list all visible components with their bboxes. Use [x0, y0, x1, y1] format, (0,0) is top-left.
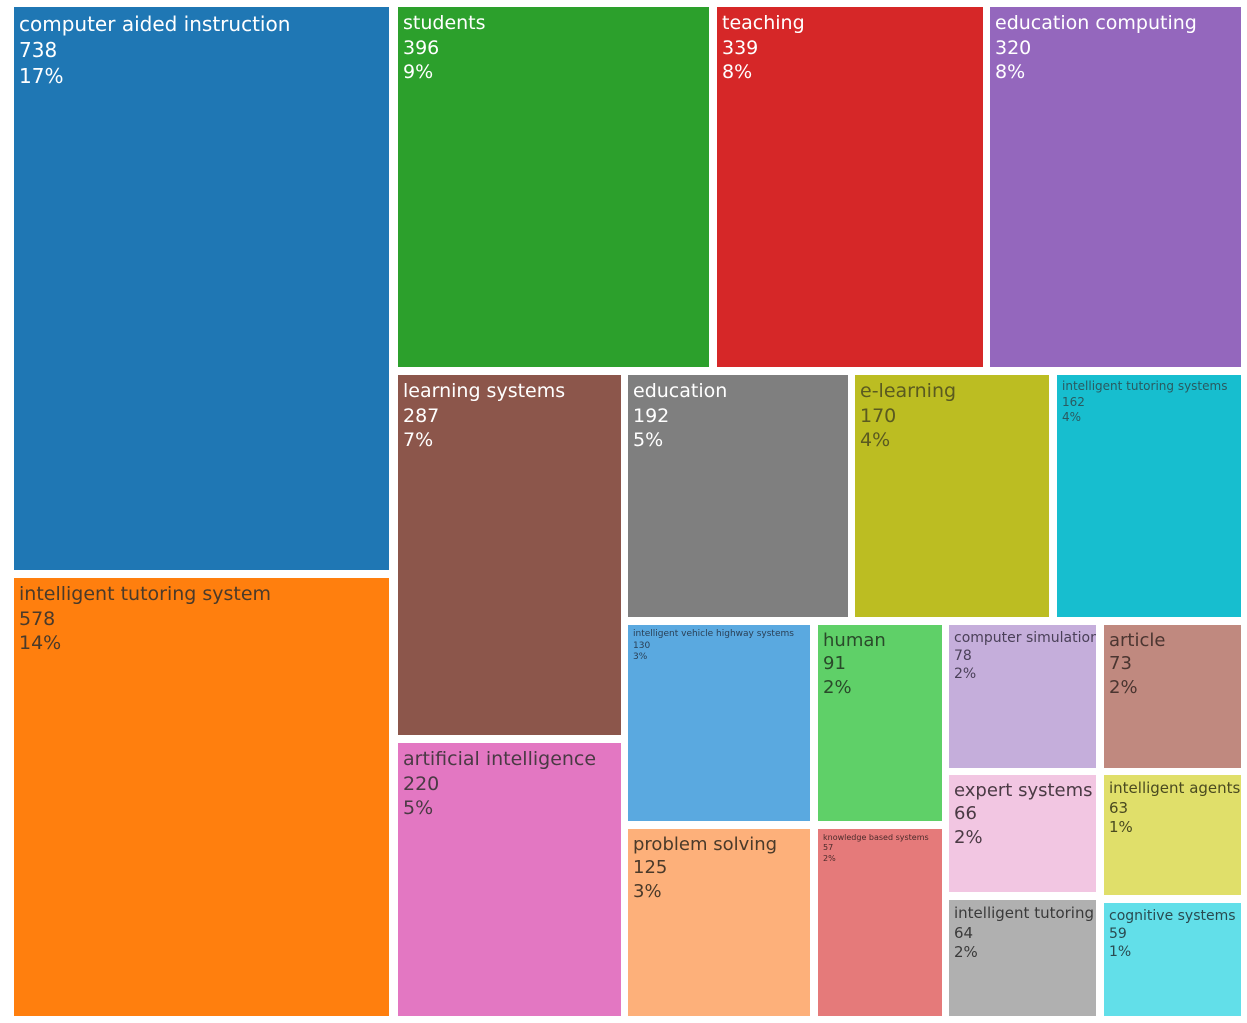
tile-percent: 1%: [1109, 944, 1132, 961]
tile-value: 66: [954, 803, 977, 825]
tile-value: 91: [823, 653, 846, 675]
tile-label: computer simulation: [954, 630, 1096, 646]
tile-percent: 2%: [1109, 676, 1138, 698]
tile-value: 320: [995, 36, 1032, 59]
treemap-tile[interactable]: computer aided instruction 738 17%: [14, 7, 389, 570]
tile-label: teaching: [722, 12, 805, 34]
tile-percent: 8%: [995, 61, 1026, 84]
tile-percent: 2%: [823, 676, 852, 698]
tile-percent: 2%: [954, 943, 978, 961]
tile-value: 78: [954, 648, 972, 665]
tile-label: computer aided instruction: [19, 12, 291, 36]
tile-value: 170: [860, 404, 897, 427]
tile-label: students: [403, 12, 486, 34]
tile-value: 130: [633, 640, 651, 651]
tile-label: learning systems: [403, 380, 566, 402]
tile-label: intelligent tutoring systems: [1062, 379, 1228, 393]
treemap-tile[interactable]: intelligent agents 63 1%: [1104, 775, 1241, 895]
treemap-tile[interactable]: learning systems 287 7%: [398, 375, 621, 735]
tile-percent: 9%: [403, 61, 434, 84]
tile-value: 64: [954, 923, 974, 942]
tile-percent: 14%: [19, 632, 62, 655]
tile-value: 162: [1062, 394, 1085, 409]
treemap-tile[interactable]: intelligent vehicle highway systems 130 3%: [628, 625, 810, 821]
treemap-tile[interactable]: students 396 9%: [398, 7, 709, 367]
tile-label: intelligent agents: [1109, 779, 1241, 797]
tile-percent: 2%: [954, 666, 977, 683]
tile-percent: 17%: [19, 64, 64, 88]
treemap-tile[interactable]: computer simulation 78 2%: [949, 625, 1096, 768]
tile-label: education: [633, 380, 728, 402]
treemap-tile[interactable]: artificial intelligence 220 5%: [398, 743, 621, 1016]
treemap-tile[interactable]: knowledge based systems 57 2%: [818, 829, 942, 1016]
tile-label: cognitive systems: [1109, 908, 1236, 924]
tile-value: 57: [823, 843, 834, 853]
tile-percent: 5%: [403, 797, 434, 820]
tile-percent: 5%: [633, 429, 664, 452]
tile-percent: 4%: [1062, 410, 1082, 425]
tile-label: intelligent tutoring system: [19, 583, 272, 605]
tile-percent: 4%: [860, 429, 891, 452]
treemap-tile[interactable]: e-learning 170 4%: [855, 375, 1049, 617]
tile-label: artificial intelligence: [403, 748, 597, 770]
tile-percent: 8%: [722, 61, 753, 84]
tile-label: knowledge based systems: [823, 833, 929, 842]
tile-percent: 7%: [403, 429, 434, 452]
treemap-tile[interactable]: cognitive systems 59 1%: [1104, 903, 1241, 1016]
tile-value: 738: [19, 38, 58, 62]
tile-percent: 3%: [633, 880, 662, 902]
treemap-tile[interactable]: education 192 5%: [628, 375, 848, 617]
tile-value: 578: [19, 607, 56, 630]
tile-label: article: [1109, 630, 1166, 651]
tile-value: 396: [403, 36, 440, 59]
tile-label: expert systems: [954, 780, 1093, 801]
tile-value: 192: [633, 404, 670, 427]
tile-value: 125: [633, 857, 668, 879]
treemap-tile[interactable]: intelligent tutoring system 578 14%: [14, 578, 389, 1016]
tile-value: 63: [1109, 798, 1129, 817]
tile-value: 73: [1109, 653, 1132, 675]
tile-label: e-learning: [860, 380, 957, 402]
treemap-tile[interactable]: intelligent tutoring 64 2%: [949, 900, 1096, 1016]
tile-value: 59: [1109, 926, 1127, 943]
tile-percent: 1%: [1109, 818, 1133, 836]
treemap-tile[interactable]: article 73 2%: [1104, 625, 1241, 768]
tile-label: education computing: [995, 12, 1197, 34]
treemap-tile[interactable]: expert systems 66 2%: [949, 775, 1096, 892]
tile-percent: 3%: [633, 652, 648, 663]
treemap-tile[interactable]: intelligent tutoring systems 162 4%: [1057, 375, 1241, 617]
treemap-tile[interactable]: human 91 2%: [818, 625, 942, 821]
tile-percent: 2%: [954, 826, 983, 848]
tile-label: human: [823, 630, 886, 651]
tile-value: 220: [403, 772, 440, 795]
tile-label: problem solving: [633, 834, 778, 855]
tile-value: 287: [403, 404, 440, 427]
treemap-tile[interactable]: problem solving 125 3%: [628, 829, 810, 1016]
tile-label: intelligent tutoring: [954, 904, 1095, 922]
tile-value: 339: [722, 36, 759, 59]
tile-label: intelligent vehicle highway systems: [633, 629, 794, 639]
tile-percent: 2%: [823, 853, 836, 863]
treemap-tile[interactable]: teaching 339 8%: [717, 7, 983, 367]
treemap-tile[interactable]: education computing 320 8%: [990, 7, 1241, 367]
